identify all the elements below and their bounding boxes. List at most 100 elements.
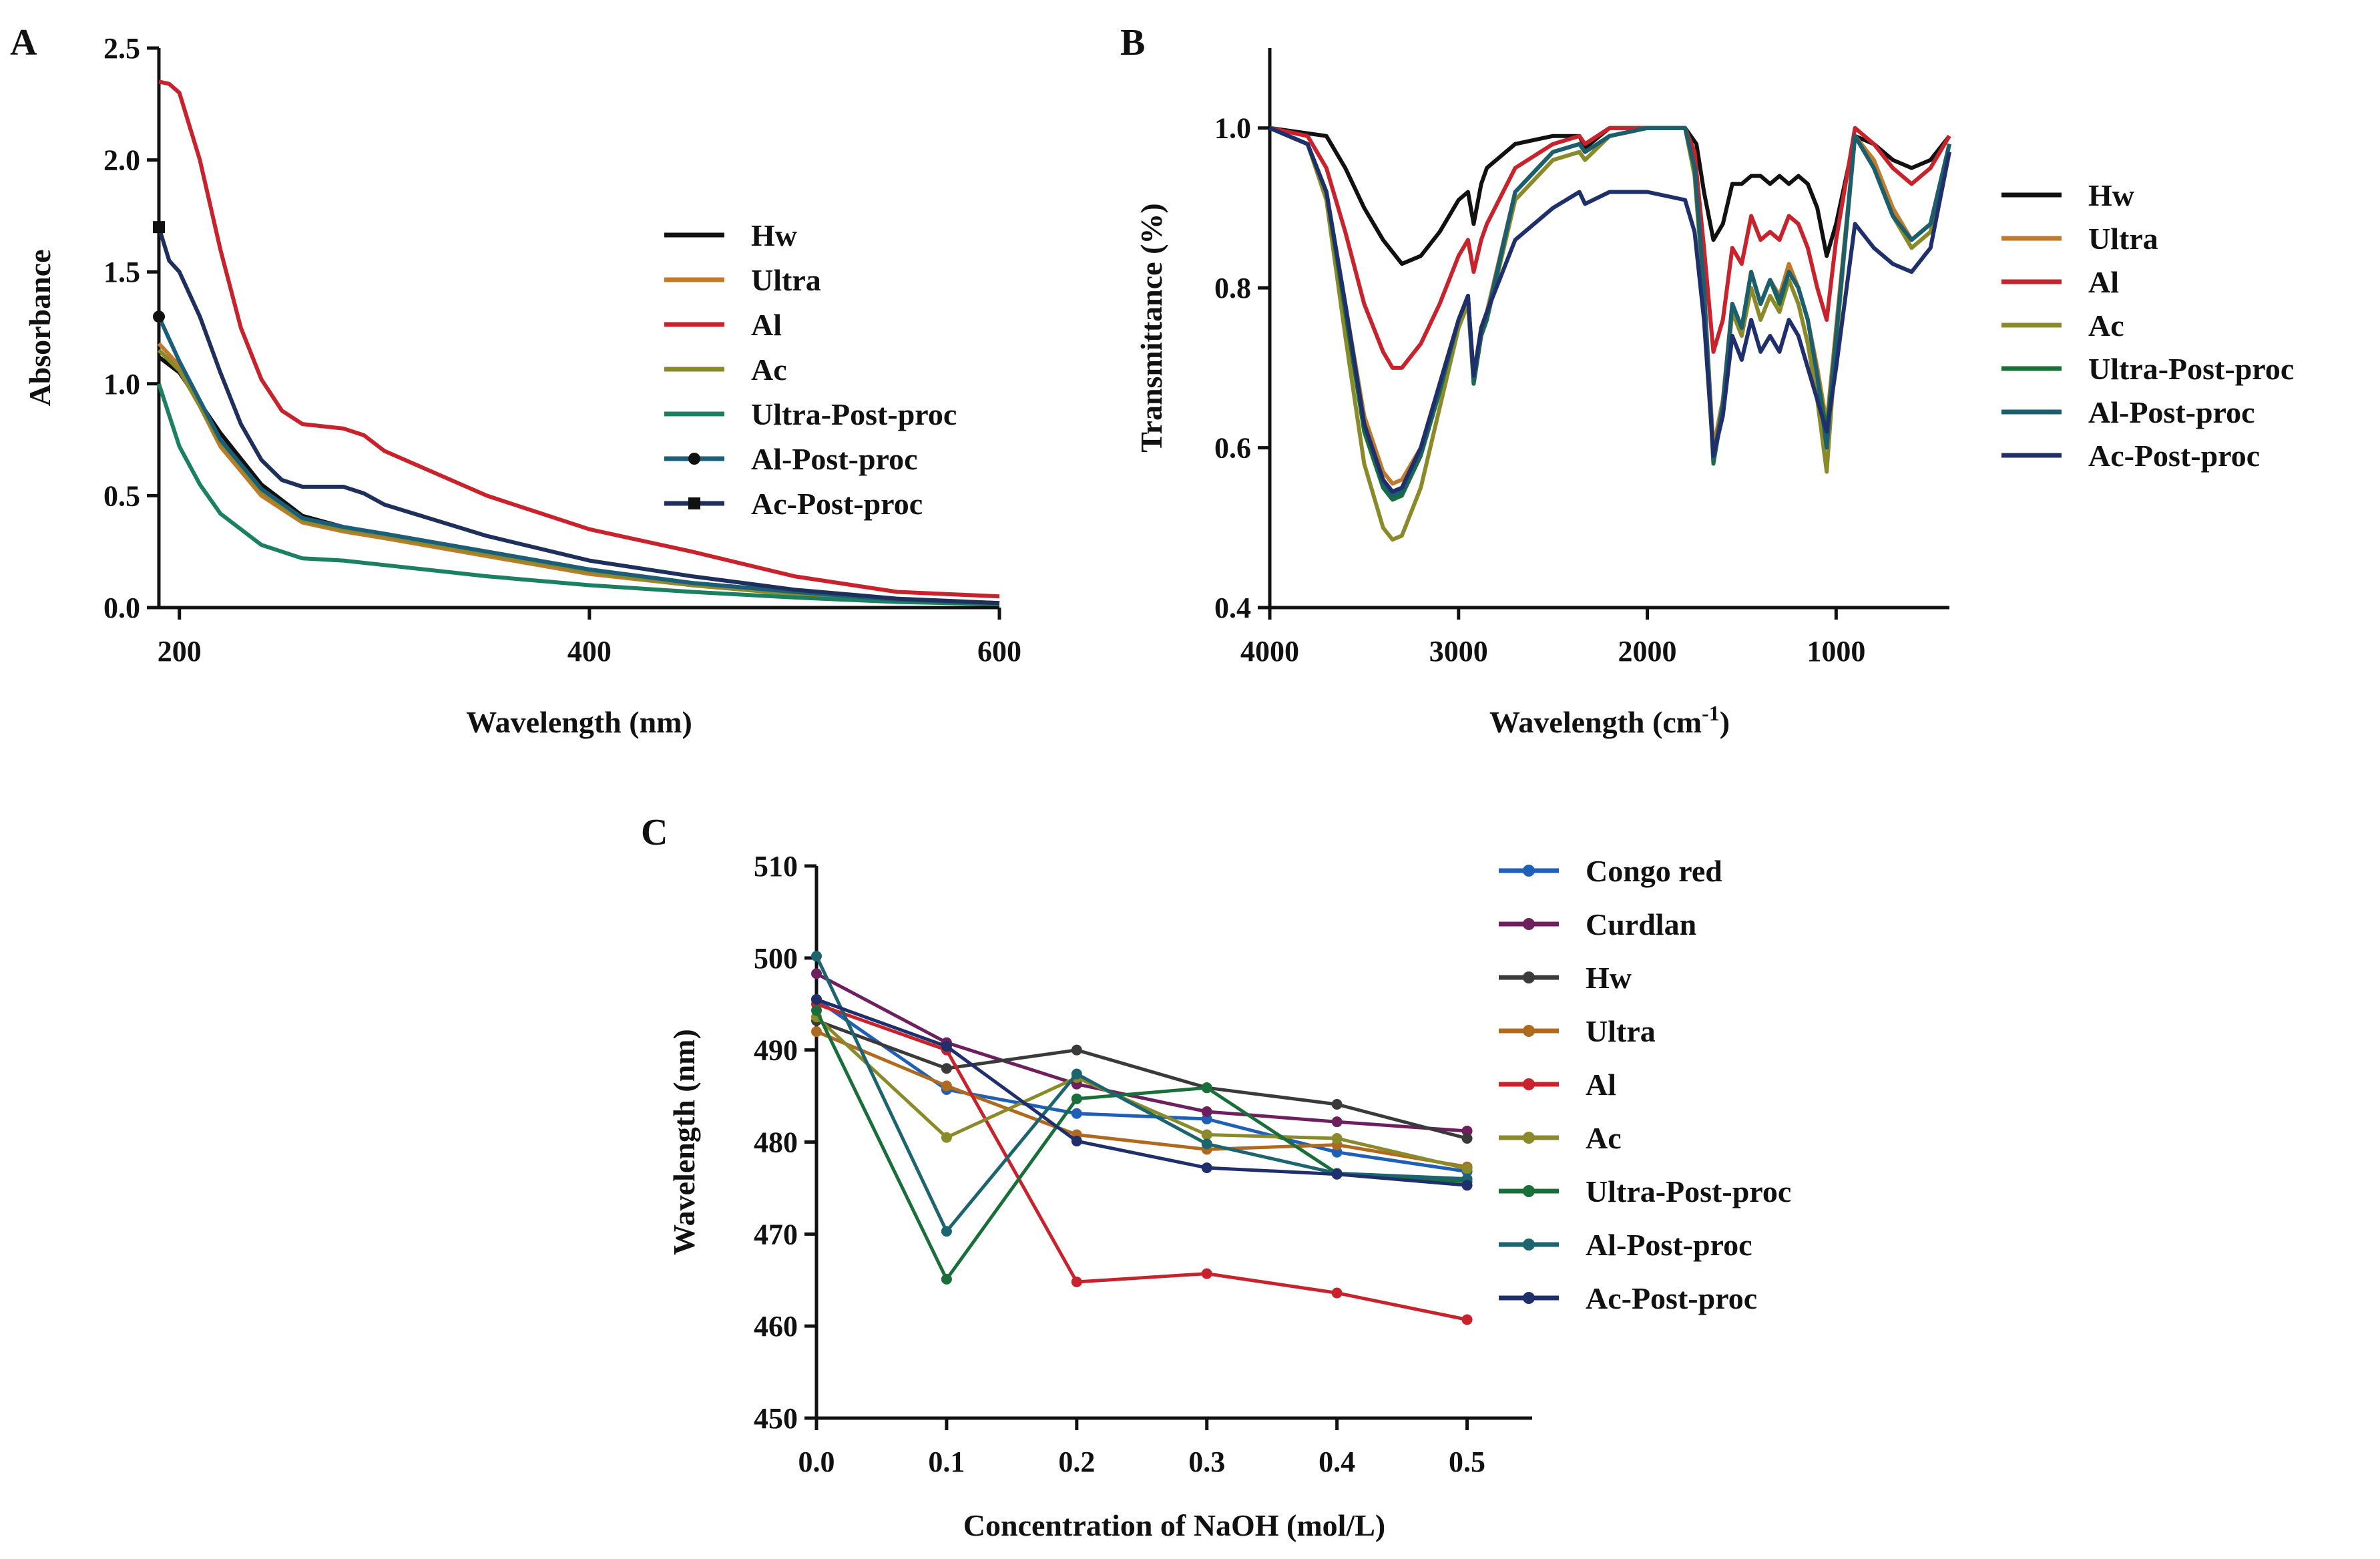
legend-label: Ac bbox=[2088, 308, 2124, 343]
legend-label: Al bbox=[2088, 265, 2119, 299]
data-point bbox=[941, 1273, 952, 1285]
y-tick-label: 480 bbox=[754, 1126, 798, 1159]
legend-label: Al bbox=[1586, 1068, 1616, 1102]
series-line bbox=[815, 1016, 1468, 1170]
data-point bbox=[941, 1063, 952, 1074]
legend-marker bbox=[1523, 1078, 1535, 1090]
legend-label: Al-Post-proc bbox=[1586, 1228, 1752, 1262]
x-tick-label: 0.3 bbox=[1188, 1445, 1225, 1478]
data-point bbox=[1331, 1116, 1343, 1128]
data-point bbox=[1461, 1132, 1473, 1144]
data-point bbox=[1071, 1044, 1082, 1056]
y-tick-label: 460 bbox=[754, 1310, 798, 1343]
x-tick-label: 0.5 bbox=[1449, 1445, 1485, 1478]
legend-label: Ac bbox=[751, 353, 787, 387]
y-tick-label: 0.5 bbox=[103, 479, 140, 512]
panel-letter: B bbox=[1120, 22, 1145, 63]
x-tick-label: 4000 bbox=[1240, 635, 1299, 668]
data-point bbox=[941, 1132, 952, 1143]
series-line bbox=[158, 79, 1000, 599]
data-point bbox=[941, 1226, 952, 1237]
y-axis-label: Wavelength (nm) bbox=[667, 1029, 701, 1255]
y-tick-label: 1.5 bbox=[103, 256, 140, 288]
legend-marker bbox=[1523, 1292, 1535, 1304]
legend-marker bbox=[1523, 1132, 1535, 1144]
data-point bbox=[153, 310, 165, 323]
x-tick-label: 2000 bbox=[1618, 635, 1677, 668]
series-line bbox=[816, 997, 1467, 1187]
panel-c: C 450 460 470 480 490 500 510 0.0 0.1 0.2 0.3 0.4 0.5… bbox=[641, 812, 1791, 1542]
data-point bbox=[1201, 1268, 1212, 1279]
data-point bbox=[1071, 1277, 1082, 1288]
x-axis-label: Wavelength (nm) bbox=[466, 705, 692, 739]
y-tick-label: 470 bbox=[754, 1218, 798, 1251]
y-tick-label: 450 bbox=[754, 1402, 798, 1435]
panel-letter: A bbox=[10, 22, 37, 63]
x-tick-label: 0.4 bbox=[1319, 1445, 1355, 1478]
series-line bbox=[1268, 126, 1951, 494]
x-axis-label: Wavelength (cm-1) bbox=[1489, 701, 1730, 739]
y-tick-label: 510 bbox=[754, 850, 798, 883]
legend-marker bbox=[1523, 1239, 1535, 1251]
data-point bbox=[1331, 1132, 1343, 1144]
x-tick-label: 1000 bbox=[1807, 635, 1865, 668]
legend-label: Ac bbox=[1586, 1121, 1622, 1155]
x-tick-label: 3000 bbox=[1429, 635, 1488, 668]
legend-marker bbox=[1523, 1025, 1535, 1037]
y-tick-label: 1.0 bbox=[1214, 112, 1251, 145]
legend-label: Ultra bbox=[1586, 1014, 1656, 1048]
data-point bbox=[941, 1080, 952, 1092]
y-tick-label: 500 bbox=[754, 942, 798, 975]
series-line bbox=[157, 315, 1000, 606]
legend-label: Hw bbox=[2088, 178, 2134, 212]
data-point bbox=[1461, 1125, 1473, 1136]
data-point bbox=[153, 221, 165, 234]
y-tick-label: 0.0 bbox=[103, 592, 140, 624]
data-point bbox=[1201, 1129, 1212, 1140]
data-point bbox=[1331, 1287, 1343, 1299]
legend-marker bbox=[688, 453, 700, 465]
legend-label: Ultra-Post-proc bbox=[751, 397, 957, 431]
legend-label: Curdlan bbox=[1586, 907, 1696, 941]
data-point bbox=[1201, 1082, 1212, 1094]
legend-label: Ultra bbox=[751, 263, 821, 297]
data-point bbox=[811, 993, 822, 1005]
y-tick-label: 0.6 bbox=[1214, 432, 1251, 465]
data-point bbox=[1201, 1106, 1212, 1118]
series-line bbox=[816, 1019, 1468, 1140]
x-tick-label: 0.2 bbox=[1058, 1445, 1095, 1478]
data-point bbox=[1331, 1168, 1343, 1180]
series-line bbox=[816, 1002, 1468, 1321]
data-point bbox=[811, 951, 822, 962]
legend-label: Ultra-Post-proc bbox=[1586, 1174, 1791, 1208]
series-line bbox=[814, 955, 1467, 1233]
y-tick-label: 490 bbox=[754, 1034, 798, 1067]
data-point bbox=[811, 1026, 822, 1038]
data-point bbox=[1461, 1314, 1473, 1325]
x-axis-label: Concentration of NaOH (mol/L) bbox=[963, 1508, 1385, 1542]
x-tick-label: 600 bbox=[977, 635, 1021, 668]
data-point bbox=[1331, 1098, 1343, 1110]
data-point bbox=[811, 1005, 822, 1016]
data-point bbox=[1071, 1108, 1082, 1119]
data-point bbox=[1461, 1163, 1473, 1174]
series-line bbox=[157, 383, 1000, 606]
x-tick-label: 200 bbox=[158, 635, 202, 668]
series-line bbox=[815, 972, 1467, 1133]
legend-marker bbox=[1523, 918, 1535, 930]
y-axis-label: Transmittance (%) bbox=[1134, 203, 1168, 452]
series-line bbox=[816, 1030, 1467, 1169]
legend-label: Al-Post-proc bbox=[2088, 395, 2255, 429]
panel-a: A 0.0 0.5 1.0 1.5 2.0 2.5 200 400 600 Wavelength (… bbox=[10, 22, 1021, 739]
legend-label: Hw bbox=[751, 218, 797, 252]
y-tick-label: 1.0 bbox=[103, 368, 140, 401]
x-tick-label: 400 bbox=[567, 635, 612, 668]
legend-label: Ac-Post-proc bbox=[1586, 1281, 1757, 1315]
y-tick-label: 0.4 bbox=[1214, 592, 1251, 624]
data-point bbox=[941, 1041, 952, 1052]
y-tick-label: 2.5 bbox=[103, 32, 140, 65]
series-line bbox=[1269, 126, 1951, 266]
legend-marker bbox=[1523, 865, 1535, 877]
legend-label: Hw bbox=[1586, 961, 1632, 995]
